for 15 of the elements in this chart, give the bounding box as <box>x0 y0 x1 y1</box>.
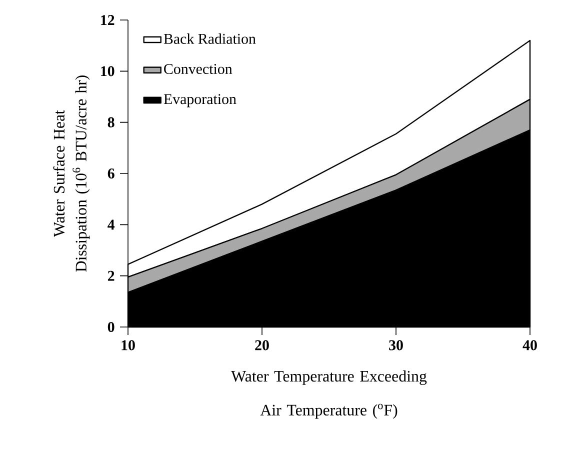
y-tick-label: 0 <box>108 322 114 332</box>
x-tick-label: 40 <box>522 340 537 350</box>
x-tick-label: 10 <box>122 340 135 350</box>
legend-label: Back Radiation <box>164 33 256 44</box>
text: Water Temperature Exceeding Air Temperature ($^{o}$F) <box>231 370 427 419</box>
y-tick-label: 12 <box>101 15 114 25</box>
legend-label: Evaporation <box>164 94 236 108</box>
x-tick-label: 30 <box>389 340 403 350</box>
legend-label: Convection <box>164 64 232 74</box>
y-tick-label: 10 <box>101 66 114 76</box>
y-tick-label: 4 <box>108 220 115 230</box>
x-tick-label: 20 <box>255 340 269 350</box>
y-tick-label: 2 <box>108 270 114 281</box>
y-tick-label: 8 <box>108 117 114 128</box>
y-tick-label: 6 <box>108 168 114 179</box>
